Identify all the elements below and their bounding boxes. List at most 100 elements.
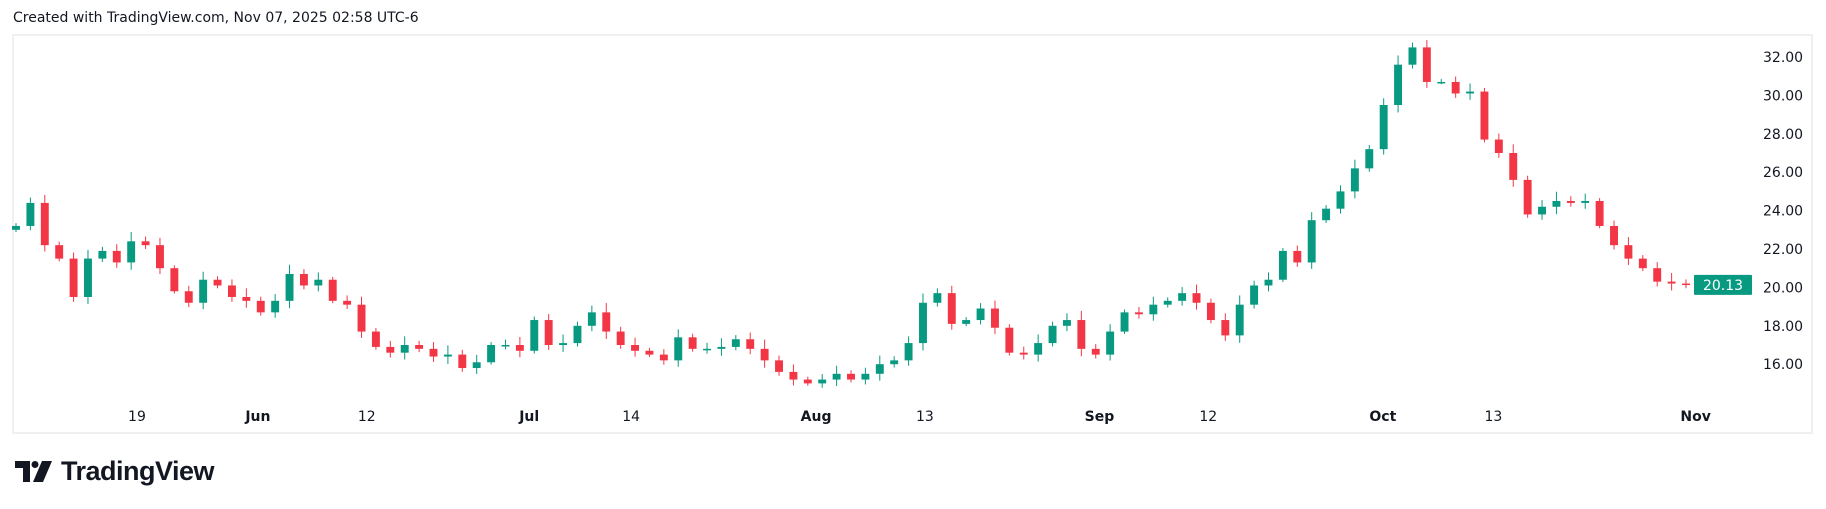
candle — [818, 374, 827, 388]
candle-body — [832, 373, 841, 380]
candle-body — [1466, 91, 1475, 94]
candle-body — [674, 337, 683, 361]
candle — [501, 339, 510, 350]
candle-body — [443, 354, 452, 357]
candle-body — [1091, 348, 1100, 355]
candle-body — [271, 300, 280, 313]
candle — [933, 288, 942, 307]
candle — [515, 337, 524, 358]
candle-body — [890, 360, 899, 365]
candle-body — [1206, 302, 1215, 321]
candle — [947, 285, 956, 330]
candle — [616, 326, 625, 349]
candle — [170, 265, 179, 294]
candle — [1682, 279, 1690, 289]
candle — [299, 269, 308, 290]
candle-body — [1523, 179, 1532, 215]
candle — [1048, 321, 1057, 347]
candle-body — [55, 245, 64, 259]
candle — [832, 365, 841, 386]
candle — [271, 294, 280, 318]
candle — [775, 355, 783, 376]
candle — [472, 354, 481, 374]
candle-body — [847, 373, 855, 380]
candle-body — [1682, 283, 1690, 286]
candle — [84, 249, 92, 304]
candle — [847, 370, 855, 383]
y-tick-label: 22.00 — [1763, 242, 1803, 258]
candle — [371, 328, 380, 350]
x-tick-label: 12 — [1199, 409, 1217, 425]
candle-body — [1293, 250, 1302, 263]
candle — [1091, 344, 1100, 359]
candle — [213, 276, 222, 289]
candle — [242, 288, 251, 308]
candle — [731, 335, 740, 351]
candle-body — [112, 250, 121, 263]
candle-body — [127, 241, 136, 263]
candle-body — [1048, 325, 1057, 344]
candle-body — [991, 308, 999, 328]
candle-body — [746, 339, 755, 349]
candle — [1494, 133, 1503, 158]
candle — [1307, 212, 1316, 269]
candle — [703, 342, 711, 354]
candles-layer — [12, 40, 1690, 388]
candle — [40, 194, 49, 252]
candle — [760, 339, 769, 368]
candle — [1365, 145, 1374, 172]
candle-body — [803, 379, 812, 384]
candle-body — [1595, 201, 1604, 226]
candle-body — [1019, 352, 1028, 355]
candle-body — [242, 297, 251, 301]
chart-header-caption: Created with TradingView.com, Nov 07, 20… — [13, 10, 419, 26]
candle-body — [1307, 220, 1316, 263]
x-tick-label: 19 — [128, 409, 146, 425]
chart-frame — [12, 34, 1813, 434]
candle-body — [1106, 331, 1115, 355]
candle-body — [919, 302, 927, 344]
candle-body — [1005, 327, 1014, 353]
candle-body — [1653, 268, 1662, 282]
candle — [1278, 248, 1287, 283]
candle-body — [933, 293, 942, 303]
candle — [803, 376, 812, 386]
candle — [1451, 76, 1460, 98]
candle-body — [458, 354, 467, 369]
tradingview-logo[interactable]: TradingView — [15, 456, 215, 487]
candle — [1019, 346, 1028, 360]
candle — [487, 342, 496, 365]
candle — [1509, 144, 1518, 187]
candle-body — [1278, 250, 1287, 280]
candle — [962, 317, 971, 327]
candle — [659, 349, 668, 365]
candle-body — [1581, 201, 1590, 203]
candle-body — [429, 348, 438, 357]
candle — [1581, 193, 1590, 209]
candle — [1437, 79, 1446, 85]
candle-body — [688, 337, 697, 349]
candle-body — [659, 354, 668, 361]
candle — [1264, 272, 1273, 292]
x-tick-label: Jul — [518, 409, 539, 425]
candle-body — [1235, 304, 1244, 336]
candle-body — [1552, 201, 1561, 207]
candle — [1034, 334, 1043, 362]
candle-body — [1322, 208, 1331, 221]
candle-body — [703, 348, 711, 351]
candle-body — [1264, 279, 1273, 286]
candle — [127, 232, 136, 270]
y-tick-label: 24.00 — [1763, 204, 1803, 220]
candle — [602, 303, 611, 339]
candle — [1394, 55, 1403, 113]
candle-body — [587, 312, 596, 326]
candle-body — [717, 346, 726, 349]
candle-body — [616, 331, 625, 345]
candle-body — [1422, 47, 1431, 82]
candle-body — [357, 304, 366, 332]
candle-body — [789, 371, 798, 380]
candle — [573, 321, 582, 347]
candle — [1250, 280, 1259, 309]
candle-body — [98, 250, 107, 259]
